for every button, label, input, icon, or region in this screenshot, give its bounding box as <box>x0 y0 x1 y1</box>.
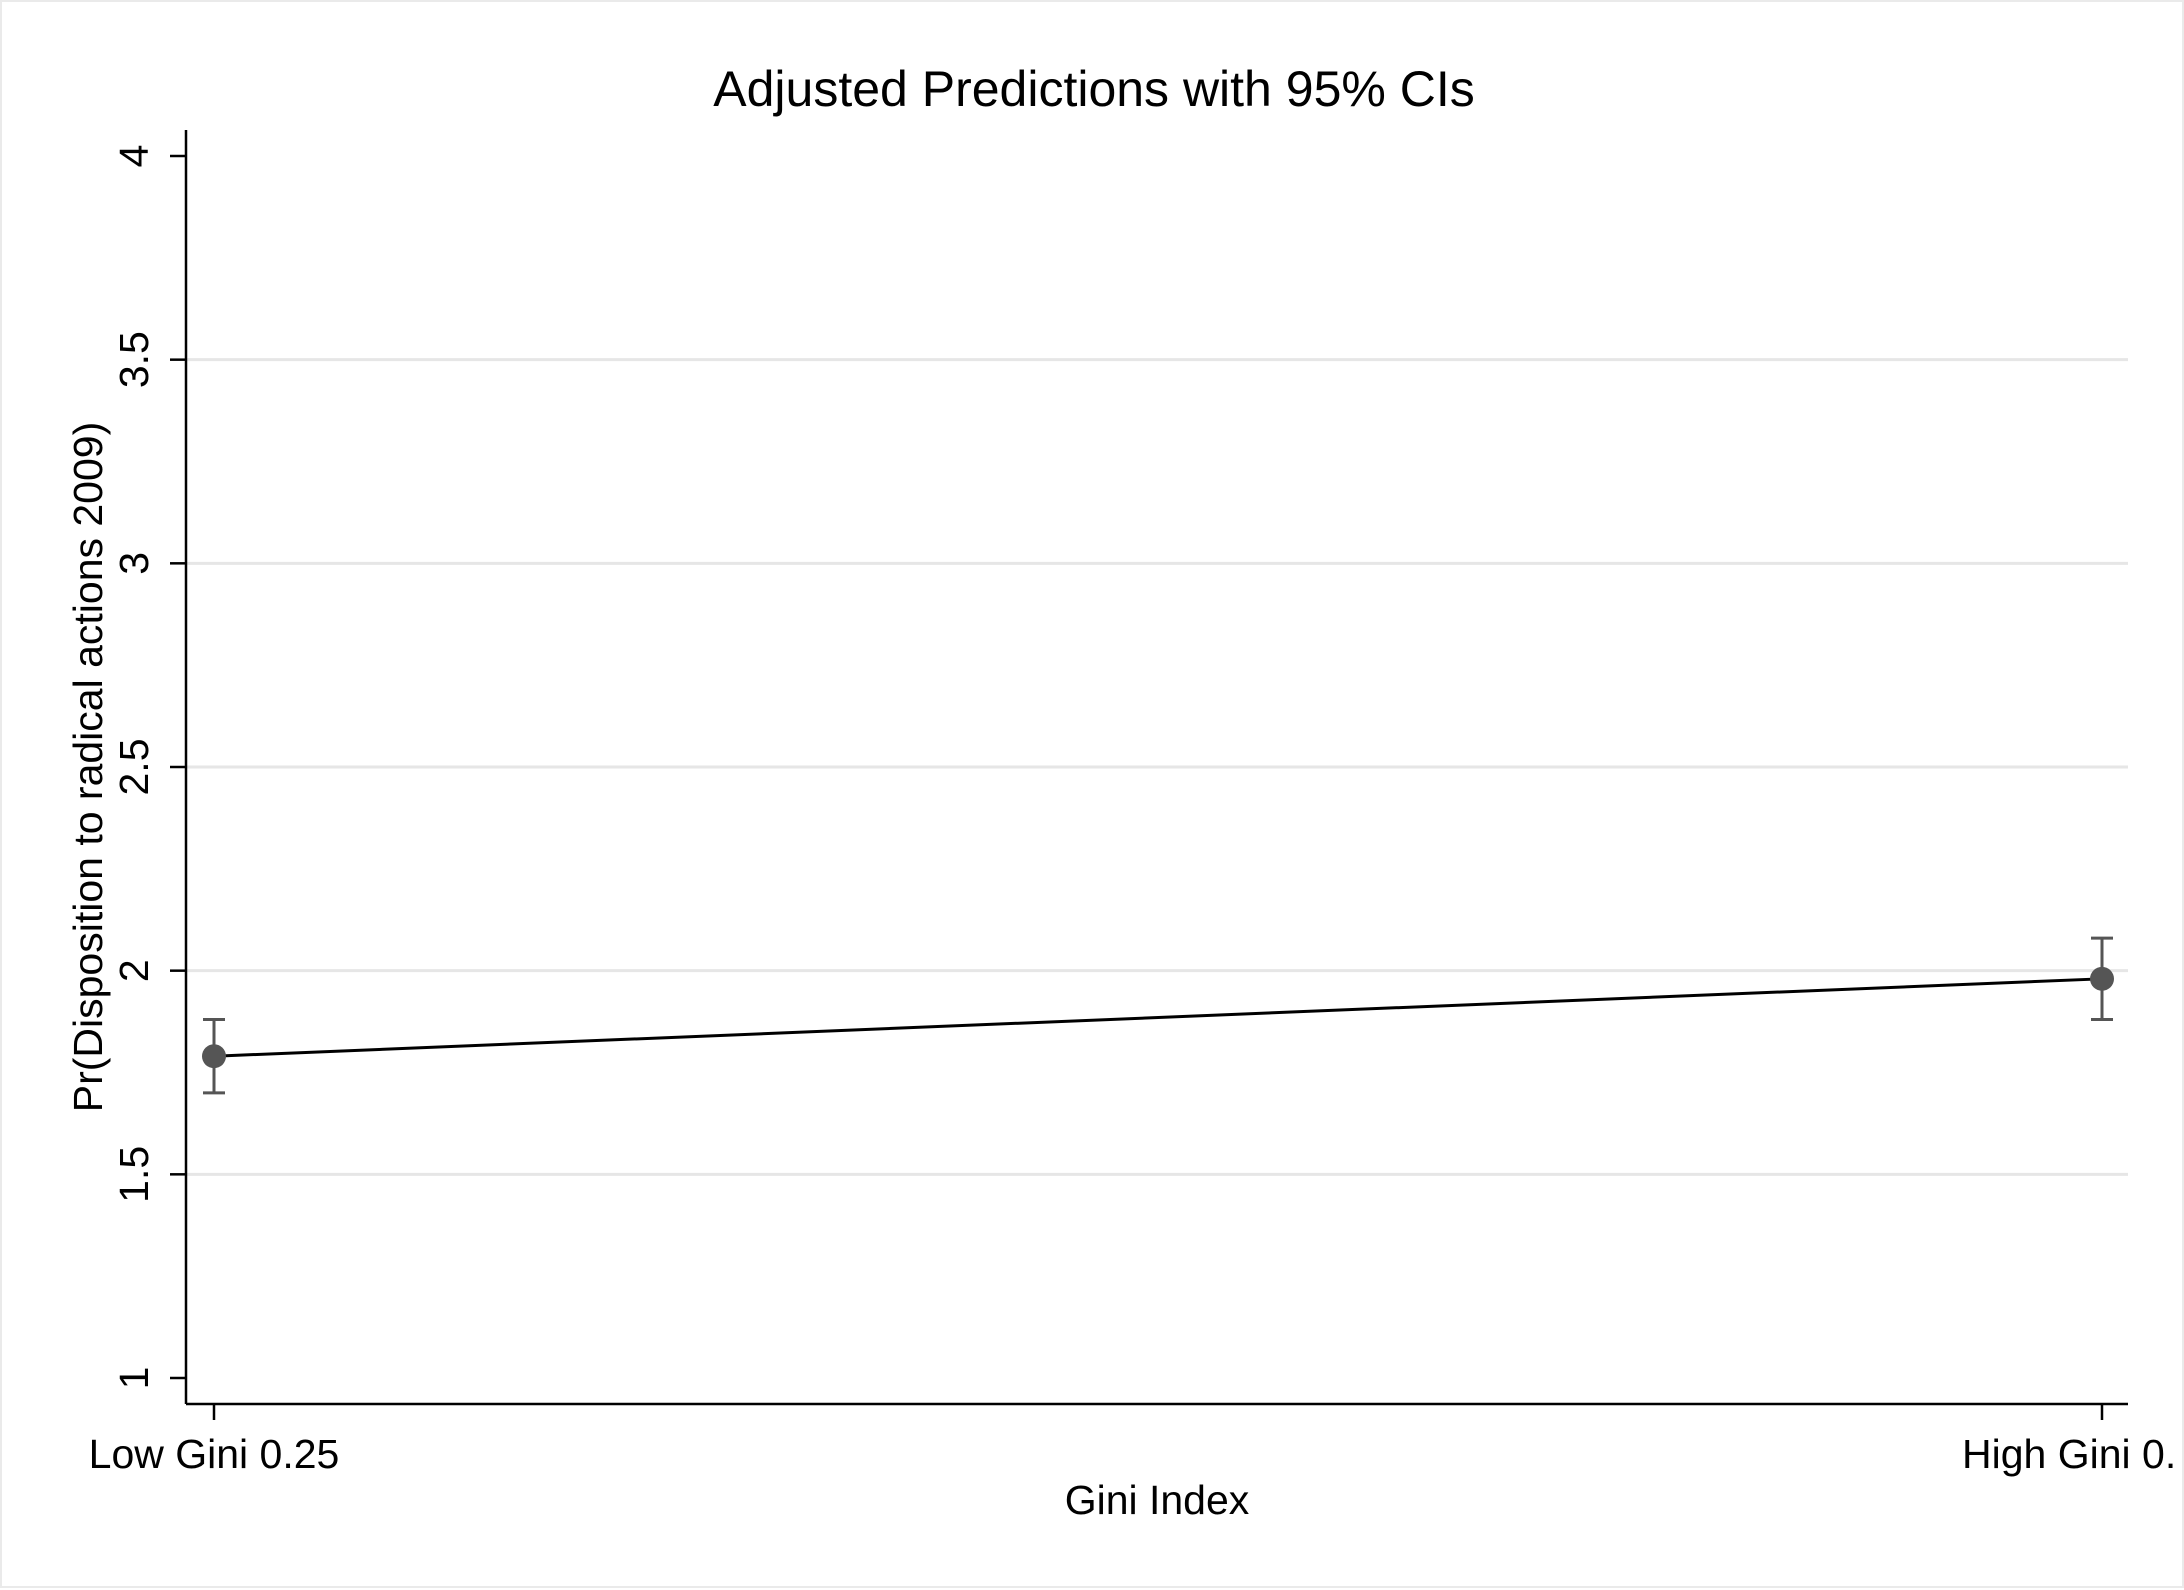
data-point-1 <box>2090 966 2114 991</box>
gridlines <box>186 358 2128 1176</box>
chart-title: Adjusted Predictions with 95% CIs <box>713 61 1474 117</box>
x-axis-label: Gini Index <box>1065 1477 1250 1523</box>
y-ticks: 1 1.5 2 2.5 3 3.5 4 <box>111 145 186 1390</box>
x-tick-label-1: High Gini 0. <box>1962 1431 2176 1477</box>
y-tick-label-3: 2.5 <box>111 739 157 796</box>
series-line-0 <box>213 977 2103 1058</box>
y-tick-label-6: 4 <box>111 145 157 168</box>
y-axis-label: Pr(Disposition to radical actions 2009) <box>65 422 111 1113</box>
y-tick-label-1: 1.5 <box>111 1146 157 1203</box>
x-ticks: Low Gini 0.25 High Gini 0. <box>89 1404 2176 1477</box>
data-point-0 <box>202 1044 226 1069</box>
y-tick-label-4: 3 <box>111 552 157 575</box>
y-tick-label-5: 3.5 <box>111 331 157 388</box>
y-tick-label-0: 1 <box>111 1367 157 1390</box>
series <box>202 936 2114 1095</box>
x-tick-label-0: Low Gini 0.25 <box>89 1431 340 1477</box>
y-tick-label-2: 2 <box>111 959 157 982</box>
